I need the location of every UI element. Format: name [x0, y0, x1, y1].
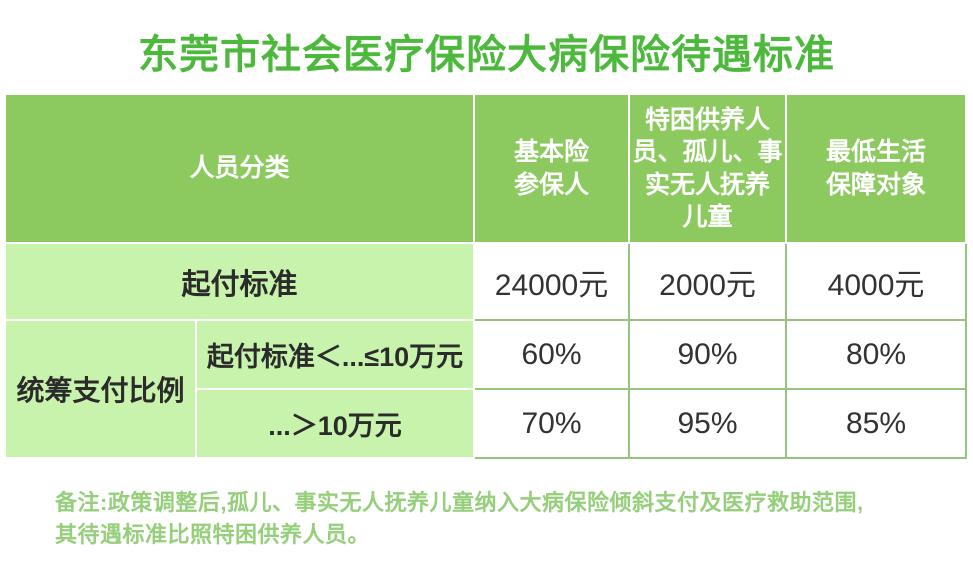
ratio-under-100k-minimum: 80% — [785, 319, 968, 390]
header-personnel-category: 人员分类 — [3, 93, 476, 244]
footnote: 备注:政策调整后,孤儿、事实无人抚养儿童纳入大病保险倾斜支付及医疗救助范围, 其… — [55, 490, 864, 547]
header-row: 人员分类 基本险 参保人 特困供养人 员、孤儿、事 实无人抚养 儿童 最低生活 … — [3, 93, 968, 244]
ratio-over-100k-basic: 70% — [473, 388, 631, 459]
header-basic-insured: 基本险 参保人 — [473, 93, 631, 244]
ratio-row-over-100k: ...＞10万元 70% 95% 85% — [5, 388, 968, 459]
ratio-over-100k-minimum: 85% — [785, 388, 968, 459]
deductible-minimum-value: 4000元 — [785, 242, 968, 321]
header-min-living-allowance: 最低生活 保障对象 — [785, 93, 968, 244]
ratio-row-under-100k: 统筹支付比例 起付标准＜...≤10万元 60% 90% 80% — [4, 319, 968, 459]
ratio-over-100k-special: 95% — [628, 388, 788, 459]
deductible-basic-value: 24000元 — [473, 242, 631, 321]
deductible-label: 起付标准 — [3, 242, 476, 321]
deductible-row: 起付标准 24000元 2000元 4000元 — [3, 242, 968, 321]
ratio-group-label: 统筹支付比例 — [4, 319, 197, 459]
ratio-condition-over-100k: ...＞10万元 — [194, 388, 476, 459]
benefits-table: 人员分类 基本险 参保人 特困供养人 员、孤儿、事 实无人抚养 儿童 最低生活 … — [3, 93, 968, 459]
page-title: 东莞市社会医疗保险大病保险待遇标准 — [138, 33, 835, 77]
deductible-special-value: 2000元 — [628, 242, 788, 321]
ratio-condition-under-100k: 起付标准＜...≤10万元 — [194, 319, 476, 390]
ratio-under-100k-special: 90% — [628, 319, 788, 390]
ratio-under-100k-basic: 60% — [473, 319, 631, 390]
header-special-care-group: 特困供养人 员、孤儿、事 实无人抚养 儿童 — [628, 93, 788, 244]
